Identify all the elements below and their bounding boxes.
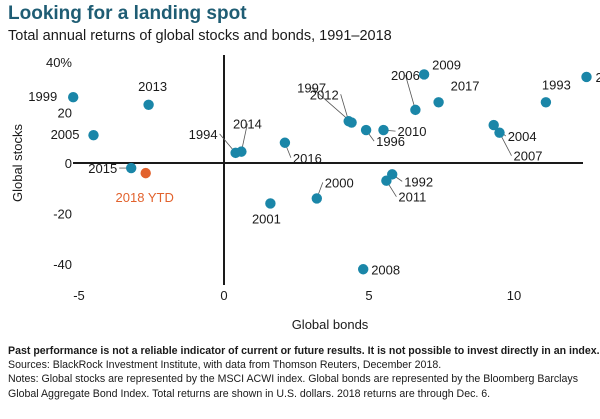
- point-label: 1992: [404, 174, 433, 189]
- x-tick-label: 10: [507, 288, 521, 303]
- point-label: 2011: [398, 190, 426, 205]
- leader-line: [311, 87, 352, 123]
- point-label: 2010: [398, 124, 427, 139]
- point-label: 2016: [293, 151, 322, 166]
- data-point: [88, 129, 99, 141]
- notes-block: Past performance is not a reliable indic…: [8, 344, 600, 401]
- chart-title: Looking for a landing spot: [8, 3, 247, 24]
- point-label: 2008: [371, 262, 400, 277]
- point-label: 2005: [51, 127, 80, 142]
- x-axis-title: Global bonds: [292, 317, 369, 332]
- point-label: 2017: [451, 78, 480, 93]
- point-label: 2001: [252, 211, 281, 226]
- point-label: 2013: [138, 79, 167, 94]
- data-point: [378, 124, 389, 136]
- data-point: [433, 97, 444, 108]
- data-point: [279, 137, 291, 148]
- x-tick-label: 5: [365, 288, 372, 303]
- chart-subtitle: Total annual returns of global stocks an…: [8, 28, 392, 44]
- point-label: 2009: [432, 57, 461, 72]
- data-point: [410, 104, 421, 116]
- y-axis-title: Global stocks: [10, 123, 25, 202]
- data-point: [140, 167, 151, 179]
- point-label: 2007: [514, 149, 543, 164]
- data-point: [343, 116, 354, 127]
- data-point: [143, 99, 154, 111]
- data-point: [358, 264, 369, 275]
- point-label: 1993: [542, 77, 571, 92]
- y-tick-label: 40%: [46, 55, 72, 70]
- disclaimer-text: Past performance is not a reliable indic…: [8, 345, 600, 357]
- data-point: [360, 124, 372, 136]
- data-point: [265, 198, 276, 209]
- x-tick-label: 0: [220, 288, 227, 303]
- y-tick-label: 0: [65, 156, 72, 171]
- y-tick-label: -20: [53, 207, 72, 222]
- data-point: [418, 69, 430, 80]
- data-point: [488, 119, 499, 131]
- data-point: [126, 162, 137, 174]
- data-point: [581, 71, 592, 83]
- point-label: 1994: [189, 127, 218, 142]
- y-tick-label: 20: [58, 105, 72, 120]
- notes-text-line-2: Global Aggregate Bond Index. Total retur…: [8, 387, 491, 400]
- sources-text: Sources: BlackRock Investment Institute,…: [8, 359, 442, 372]
- point-label: 1996: [376, 134, 405, 149]
- y-tick-label: -40: [53, 257, 72, 272]
- point-label: 2000: [325, 175, 354, 190]
- point-label: 1999: [28, 89, 57, 104]
- point-label: 1997: [297, 81, 326, 96]
- point-label: 2012: [310, 87, 339, 102]
- data-point: [381, 175, 392, 186]
- point-label: 2006: [391, 68, 420, 83]
- data-point: [540, 97, 552, 108]
- point-label: 2015: [88, 161, 117, 176]
- notes-text-line-1: Notes: Global stocks are represented by …: [8, 373, 578, 386]
- point-label: 2004: [508, 129, 537, 144]
- data-point: [311, 193, 322, 204]
- data-point: [236, 146, 247, 157]
- highlight-point-label: 2018 YTD: [116, 190, 174, 205]
- leader-line: [405, 74, 416, 110]
- x-tick-label: -5: [73, 288, 85, 303]
- data-point: [494, 127, 505, 138]
- point-label: 2014: [233, 117, 262, 132]
- data-point: [68, 92, 79, 103]
- point-label: 2003: [596, 70, 600, 85]
